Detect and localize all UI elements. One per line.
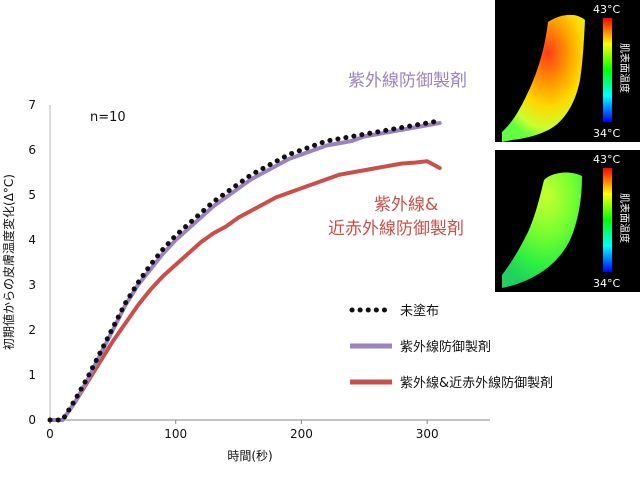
leg-thermogram [502,14,585,142]
y-axis-title: 初期値からの皮膚温度変化(Δ°C) [1,174,16,350]
x-tick-label: 200 [290,427,313,441]
legend-item-untreated: 未塗布 [349,303,439,319]
x-ticks: 0 100 200 300 [46,420,439,441]
series-line-2 [48,159,442,422]
legend-item-uv: 紫外線防御製剤 [350,339,491,355]
uv-series-callout: 紫外線防御製剤 [348,71,467,91]
y-tick-label: 7 [28,98,36,112]
y-tick-label: 1 [28,368,36,382]
thermal-image-uv: 43°C 34°C 肌表面温度 [495,0,640,142]
uvnir-series-callout-line1: 紫外線& [374,195,438,215]
legend-label-uv: 紫外線防御製剤 [400,339,491,355]
y-tick-label: 6 [28,143,36,157]
y-tick-label: 0 [28,413,36,427]
x-tick-label: 300 [416,427,439,441]
thermal-scale-max: 43°C [593,153,620,166]
thermal-image-uvnir: 43°C 34°C 肌表面温度 [495,150,640,292]
series-layer [47,118,443,423]
y-tick-label: 4 [28,233,36,247]
thermal-scale-bar [603,18,612,122]
sample-size-label: n=10 [90,110,126,125]
x-axis-title: 時間(秒) [227,449,272,463]
x-tick-label: 100 [164,427,187,441]
x-tick-label: 0 [46,427,54,441]
thermal-scale-min: 34°C [593,277,620,290]
legend: 未塗布 紫外線防御製剤 紫外線&近赤外線防御製剤 [349,303,553,391]
legend-label-untreated: 未塗布 [400,303,439,319]
thermal-scale-label: 肌表面温度 [618,193,631,243]
y-ticks: 0 1 2 3 4 5 6 7 [28,98,36,427]
axes [49,105,490,421]
thermal-scale-min: 34°C [593,127,620,140]
series-line-0 [47,118,443,423]
y-tick-label: 2 [28,323,36,337]
thermal-scale-label: 肌表面温度 [618,43,631,93]
uvnir-series-callout-line2: 近赤外線防御製剤 [328,219,464,239]
thermal-scale-bar [603,168,612,272]
y-tick-label: 3 [28,278,36,292]
thermal-scale-max: 43°C [593,3,620,16]
y-tick-label: 5 [28,188,36,202]
legend-label-uvnir: 紫外線&近赤外線防御製剤 [400,375,553,391]
leg-thermogram [502,172,582,288]
legend-item-uvnir: 紫外線&近赤外線防御製剤 [350,375,553,391]
